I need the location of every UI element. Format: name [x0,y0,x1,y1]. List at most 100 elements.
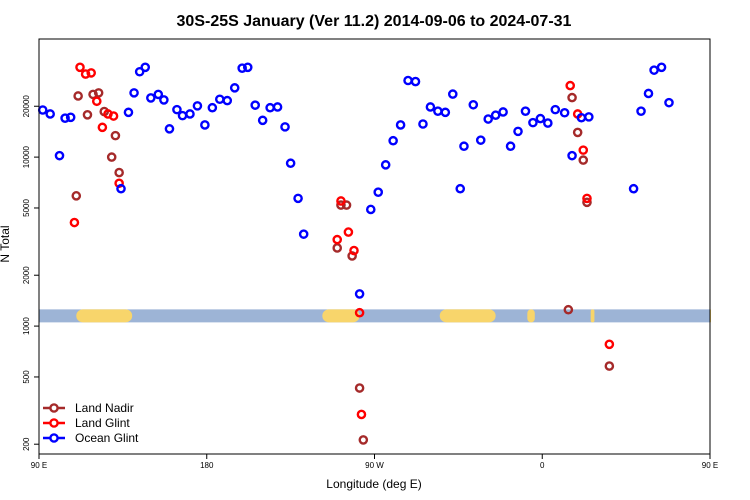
y-tick-label: 20000 [22,95,31,118]
y-axis: 200 500 1000 2000 5000 10000 20000 [22,95,39,451]
data-point [572,127,583,138]
data-point [380,160,391,170]
plot-frame [38,38,711,455]
data-point [358,435,369,445]
data-point [265,102,275,113]
data-point [490,110,501,121]
data-point [45,109,55,119]
data-point [114,167,124,178]
data-point [418,119,428,129]
data-point [146,93,156,103]
data-point [298,229,309,239]
data-point [388,135,398,146]
data-point [582,193,592,204]
land-band-segment [322,309,360,323]
data-point [82,109,93,120]
data-point [559,107,570,118]
data-point [498,107,508,117]
data-point [455,183,466,194]
data-point [185,109,195,119]
data-point [285,158,296,169]
data-point [656,62,667,73]
data-point [410,76,421,87]
data-point [578,155,589,165]
data-point [159,95,169,105]
data-point [628,183,639,194]
data-point [237,63,247,73]
data-point [192,101,203,111]
data-point [134,66,145,77]
data-point [200,120,210,130]
land-band-segment [590,309,595,323]
legend-label: Ocean Glint [75,431,139,445]
data-point [604,361,615,371]
data-point [528,117,538,128]
data-point [584,112,594,122]
data-point [207,102,218,113]
data-point [459,141,469,152]
legend-marker [49,433,59,443]
data-point [664,97,674,108]
data-point [343,227,354,237]
land-band-segment [527,309,535,323]
data-point [123,107,134,118]
data-point [73,91,83,101]
y-tick-label: 10000 [22,145,31,168]
x-axis-label: Longitude (deg E) [326,477,421,491]
data-point [110,130,121,141]
data-point [582,197,592,208]
data-point [229,83,240,93]
data-point [565,80,576,91]
data-point [505,141,516,152]
data-point [483,114,493,124]
data-point [332,234,343,245]
y-axis-label: N Total [0,225,12,262]
legend-marker [49,403,59,413]
data-point [86,68,96,78]
x-tick-label: 90 E [702,461,718,470]
data-point [75,62,85,73]
data-point [365,204,376,215]
data-point [535,113,546,124]
data-point [80,69,91,79]
data-point [513,126,523,137]
data-point [447,89,458,99]
data-point [468,99,479,110]
y-tick-label: 200 [22,437,31,451]
data-point [636,106,646,116]
land-band-segment [76,309,133,323]
data-point [567,92,577,103]
x-tick-label: 0 [540,461,545,470]
y-tick-label: 1000 [22,317,31,335]
data-point [280,122,290,132]
data-point [129,88,139,98]
data-point [563,304,574,315]
series-land-nadir [71,88,615,445]
data-point [354,383,365,393]
data-point [272,102,283,112]
data-point [116,183,126,194]
data-point [250,100,261,110]
data-point [108,111,119,121]
data-point [140,62,151,73]
data-point [71,191,82,201]
data-point [97,122,108,133]
data-point [336,196,346,206]
data-point [395,120,406,130]
data-point [54,150,65,161]
data-point [257,115,268,126]
data-point [60,113,70,123]
data-point [153,89,164,100]
data-point [649,65,659,75]
data-point [177,110,188,121]
data-point [403,75,413,86]
y-tick-label: 2000 [22,266,31,284]
data-point [242,62,253,73]
series-land-glint [69,62,615,420]
data-point [354,289,365,299]
legend-label: Land Nadir [75,401,134,415]
data-point [336,200,346,210]
data-point [293,193,303,204]
data-point [349,245,359,256]
